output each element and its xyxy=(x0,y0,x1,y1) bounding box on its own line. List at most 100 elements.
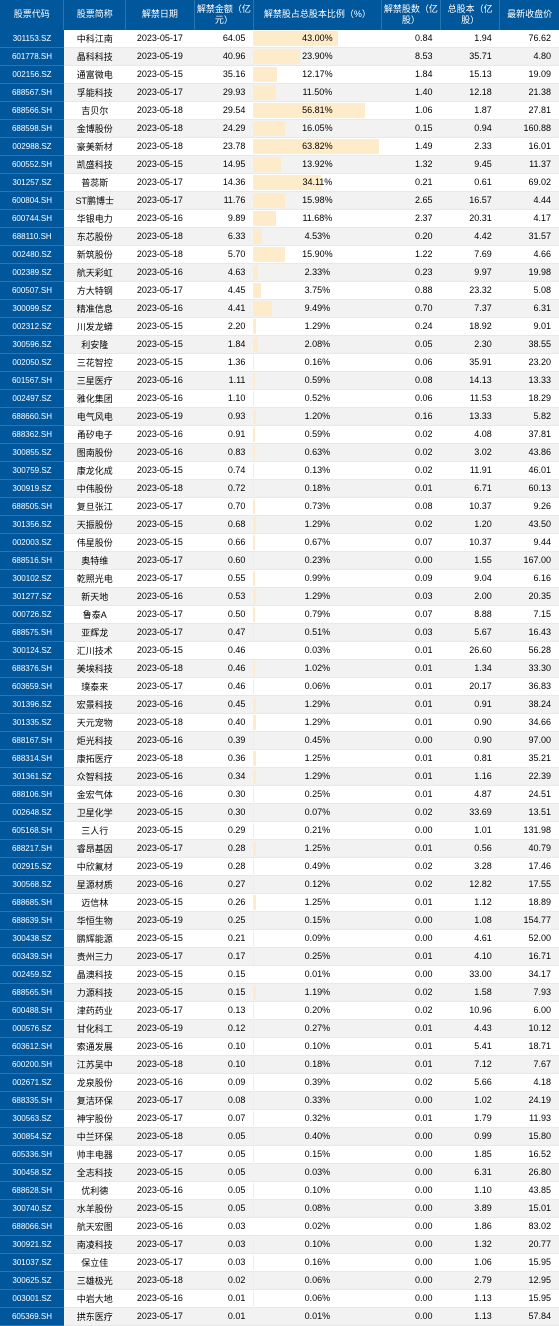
cell-date: 2023-05-16 xyxy=(126,1073,195,1091)
cell-code: 600488.SH xyxy=(0,1001,64,1019)
cell-amount: 0.03 xyxy=(194,1253,253,1271)
cell-pct: 0.02% xyxy=(253,1217,381,1235)
cell-total: 18.92 xyxy=(441,317,500,335)
cell-pct: 0.49% xyxy=(253,857,381,875)
cell-price: 21.38 xyxy=(500,83,559,101)
cell-price: 34.66 xyxy=(500,713,559,731)
cell-code: 300102.SZ xyxy=(0,569,64,587)
cell-date: 2023-05-15 xyxy=(126,641,195,659)
cell-total: 1.20 xyxy=(441,515,500,533)
cell-shares: 0.01 xyxy=(381,749,440,767)
cell-amount: 0.10 xyxy=(194,1055,253,1073)
cell-shares: 1.40 xyxy=(381,83,440,101)
cell-shares: 0.00 xyxy=(381,1199,440,1217)
cell-price: 43.86 xyxy=(500,443,559,461)
cell-name: 鹏辉能源 xyxy=(64,929,126,947)
cell-date: 2023-05-15 xyxy=(126,929,195,947)
cell-amount: 0.01 xyxy=(194,1289,253,1307)
cell-code: 300759.SZ xyxy=(0,461,64,479)
table-row: 002915.SZ中欣氟材2023-05-190.280.49%0.023.28… xyxy=(0,857,559,875)
cell-shares: 0.01 xyxy=(381,659,440,677)
cell-date: 2023-05-15 xyxy=(126,353,195,371)
table-row: 300102.SZ乾照光电2023-05-170.550.99%0.099.04… xyxy=(0,569,559,587)
cell-pct: 0.39% xyxy=(253,1073,381,1091)
cell-amount: 4.63 xyxy=(194,263,253,281)
cell-code: 605168.SH xyxy=(0,821,64,839)
table-row: 300854.SZ中兰环保2023-05-180.050.40%0.000.99… xyxy=(0,1127,559,1145)
table-row: 601778.SH晶科科技2023-05-1940.9623.90%8.5335… xyxy=(0,47,559,65)
cell-shares: 0.01 xyxy=(381,1037,440,1055)
cell-amount: 14.36 xyxy=(194,173,253,191)
cell-total: 2.33 xyxy=(441,137,500,155)
cell-code: 300563.SZ xyxy=(0,1109,64,1127)
cell-name: 卫星化学 xyxy=(64,803,126,821)
cell-date: 2023-05-17 xyxy=(126,1307,195,1325)
cell-date: 2023-05-18 xyxy=(126,1055,195,1073)
cell-amount: 0.91 xyxy=(194,425,253,443)
cell-price: 60.13 xyxy=(500,479,559,497)
cell-amount: 35.16 xyxy=(194,65,253,83)
cell-price: 35.21 xyxy=(500,749,559,767)
table-row: 600552.SH凯盛科技2023-05-1514.9513.92%1.329.… xyxy=(0,155,559,173)
cell-name: 复旦张江 xyxy=(64,497,126,515)
cell-code: 600200.SH xyxy=(0,1055,64,1073)
cell-shares: 0.00 xyxy=(381,1253,440,1271)
cell-pct: 0.33% xyxy=(253,1091,381,1109)
cell-amount: 0.05 xyxy=(194,1145,253,1163)
cell-date: 2023-05-15 xyxy=(126,965,195,983)
cell-price: 15.95 xyxy=(500,1253,559,1271)
cell-name: 金博股份 xyxy=(64,119,126,137)
cell-name: 睿昂基因 xyxy=(64,839,126,857)
cell-date: 2023-05-18 xyxy=(126,1127,195,1145)
cell-date: 2023-05-19 xyxy=(126,911,195,929)
cell-shares: 0.00 xyxy=(381,1145,440,1163)
cell-name: 普蕊斯 xyxy=(64,173,126,191)
cell-date: 2023-05-17 xyxy=(126,569,195,587)
cell-name: 吉贝尔 xyxy=(64,101,126,119)
cell-total: 1.55 xyxy=(441,551,500,569)
cell-total: 9.04 xyxy=(441,569,500,587)
cell-price: 52.00 xyxy=(500,929,559,947)
cell-amount: 0.46 xyxy=(194,641,253,659)
cell-date: 2023-05-15 xyxy=(126,317,195,335)
cell-shares: 0.01 xyxy=(381,785,440,803)
cell-code: 688217.SH xyxy=(0,839,64,857)
table-row: 688575.SH亚辉龙2023-05-170.470.51%0.035.671… xyxy=(0,623,559,641)
cell-pct: 0.59% xyxy=(253,371,381,389)
cell-amount: 0.27 xyxy=(194,875,253,893)
cell-price: 18.71 xyxy=(500,1037,559,1055)
cell-date: 2023-05-15 xyxy=(126,65,195,83)
cell-shares: 2.65 xyxy=(381,191,440,209)
cell-price: 4.80 xyxy=(500,47,559,65)
cell-code: 601778.SH xyxy=(0,47,64,65)
cell-shares: 0.00 xyxy=(381,1217,440,1235)
cell-pct: 0.06% xyxy=(253,677,381,695)
cell-price: 97.00 xyxy=(500,731,559,749)
cell-date: 2023-05-17 xyxy=(126,605,195,623)
cell-total: 8.88 xyxy=(441,605,500,623)
cell-date: 2023-05-15 xyxy=(126,155,195,173)
cell-code: 301277.SZ xyxy=(0,587,64,605)
cell-amount: 0.09 xyxy=(194,1073,253,1091)
table-row: 688565.SH力源科技2023-05-150.151.19%0.021.58… xyxy=(0,983,559,1001)
cell-date: 2023-05-17 xyxy=(126,551,195,569)
col-shares: 解禁股数（亿股） xyxy=(381,0,440,30)
table-row: 002389.SZ航天彩虹2023-05-164.632.33%0.239.97… xyxy=(0,263,559,281)
cell-shares: 1.84 xyxy=(381,65,440,83)
cell-pct: 0.52% xyxy=(253,389,381,407)
cell-shares: 0.02 xyxy=(381,515,440,533)
cell-price: 4.18 xyxy=(500,1073,559,1091)
cell-code: 600552.SH xyxy=(0,155,64,173)
cell-pct: 0.21% xyxy=(253,821,381,839)
table-row: 003001.SZ中岩大地2023-05-160.010.06%0.001.13… xyxy=(0,1289,559,1307)
cell-code: 688639.SH xyxy=(0,911,64,929)
cell-amount: 23.78 xyxy=(194,137,253,155)
cell-amount: 1.84 xyxy=(194,335,253,353)
cell-pct: 0.18% xyxy=(253,479,381,497)
cell-total: 0.94 xyxy=(441,119,500,137)
cell-total: 0.56 xyxy=(441,839,500,857)
cell-date: 2023-05-18 xyxy=(126,713,195,731)
table-row: 301257.SZ普蕊斯2023-05-1714.3634.11%0.210.6… xyxy=(0,173,559,191)
cell-total: 1.01 xyxy=(441,821,500,839)
table-row: 300563.SZ神宇股份2023-05-170.070.32%0.011.79… xyxy=(0,1109,559,1127)
